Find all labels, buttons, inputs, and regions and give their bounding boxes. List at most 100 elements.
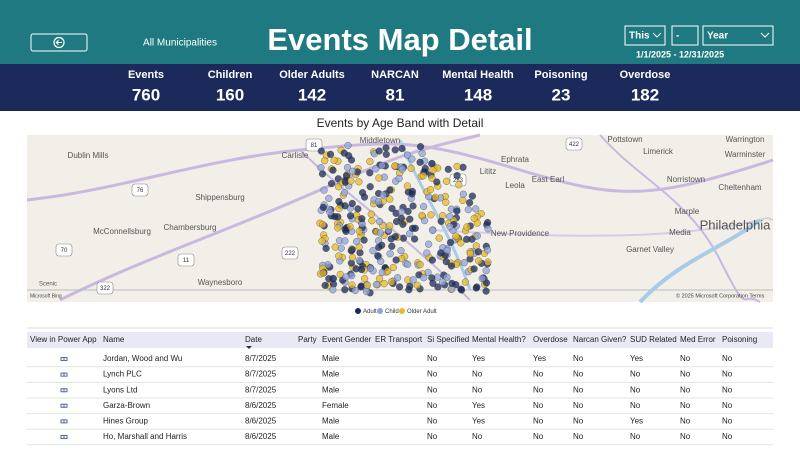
event-dot[interactable] (410, 203, 417, 210)
event-dot[interactable] (449, 280, 456, 287)
event-dot[interactable] (392, 147, 399, 154)
power-app-link[interactable] (61, 420, 67, 423)
event-dot[interactable] (414, 282, 421, 289)
event-dot[interactable] (318, 164, 325, 171)
event-dot[interactable] (367, 183, 374, 190)
event-dot[interactable] (335, 253, 342, 260)
event-dot[interactable] (366, 169, 373, 176)
event-dot[interactable] (463, 236, 470, 243)
event-dot[interactable] (336, 205, 343, 212)
event-dot[interactable] (471, 215, 478, 222)
event-dot[interactable] (462, 279, 469, 286)
event-dot[interactable] (408, 165, 415, 172)
event-dot[interactable] (373, 281, 380, 288)
event-dot[interactable] (396, 284, 403, 291)
event-dot[interactable] (356, 257, 363, 264)
event-dot[interactable] (348, 178, 355, 185)
event-dot[interactable] (367, 158, 374, 165)
event-dot[interactable] (399, 145, 406, 152)
event-dot[interactable] (341, 189, 348, 196)
event-dot[interactable] (377, 230, 384, 237)
event-dot[interactable] (361, 194, 368, 201)
event-dot[interactable] (453, 233, 460, 240)
event-dot[interactable] (405, 208, 412, 215)
event-dot[interactable] (473, 285, 480, 292)
event-dot[interactable] (349, 282, 356, 289)
event-dot[interactable] (379, 162, 386, 169)
event-dot[interactable] (358, 266, 365, 273)
event-dot[interactable] (443, 178, 450, 185)
event-dot[interactable] (444, 247, 451, 254)
power-app-link[interactable] (61, 373, 67, 376)
event-dot[interactable] (447, 239, 454, 246)
event-dot[interactable] (439, 279, 446, 286)
event-dot[interactable] (429, 160, 436, 167)
event-dot[interactable] (329, 286, 336, 293)
event-dot[interactable] (410, 276, 417, 283)
event-dot[interactable] (399, 166, 406, 173)
event-dot[interactable] (321, 187, 328, 194)
event-dot[interactable] (466, 199, 473, 206)
event-dot[interactable] (353, 238, 360, 245)
power-app-link[interactable] (61, 389, 67, 392)
event-dot[interactable] (388, 279, 395, 286)
event-dot[interactable] (458, 286, 465, 293)
event-dot[interactable] (459, 197, 466, 204)
event-dot[interactable] (386, 223, 393, 230)
event-dot[interactable] (363, 288, 370, 295)
event-dot[interactable] (400, 235, 407, 242)
event-dot[interactable] (411, 236, 418, 243)
event-dot[interactable] (370, 247, 377, 254)
event-dot[interactable] (383, 145, 390, 152)
event-dot[interactable] (375, 198, 382, 205)
event-dot[interactable] (341, 150, 348, 157)
power-app-link[interactable] (61, 436, 67, 439)
event-dot[interactable] (381, 280, 388, 287)
event-dot[interactable] (387, 187, 394, 194)
event-dot[interactable] (341, 286, 348, 293)
event-dot[interactable] (454, 208, 461, 215)
event-dot[interactable] (361, 237, 368, 244)
event-dot[interactable] (349, 200, 356, 207)
event-dot[interactable] (332, 244, 339, 251)
event-dot[interactable] (484, 247, 491, 254)
event-dot[interactable] (404, 183, 411, 190)
event-dot[interactable] (374, 252, 381, 259)
event-dot[interactable] (376, 275, 383, 282)
event-dot[interactable] (417, 143, 424, 150)
event-dot[interactable] (432, 194, 439, 201)
event-dot[interactable] (428, 275, 435, 282)
event-dot[interactable] (479, 275, 486, 282)
event-dot[interactable] (330, 167, 337, 174)
event-dot[interactable] (483, 288, 490, 295)
event-dot[interactable] (428, 212, 435, 219)
event-dot[interactable] (471, 266, 478, 273)
event-dot[interactable] (367, 265, 374, 272)
event-dot[interactable] (420, 203, 427, 210)
event-dot[interactable] (398, 247, 405, 254)
event-dot[interactable] (469, 193, 476, 200)
event-dot[interactable] (349, 254, 356, 261)
event-dot[interactable] (338, 245, 345, 252)
event-dot[interactable] (485, 259, 492, 266)
event-dot[interactable] (361, 275, 368, 282)
event-dot[interactable] (328, 180, 335, 187)
event-dot[interactable] (445, 166, 452, 173)
event-dot[interactable] (447, 223, 454, 230)
event-dot[interactable] (356, 178, 363, 185)
event-dot[interactable] (342, 238, 349, 245)
event-dot[interactable] (325, 195, 332, 202)
event-dot[interactable] (327, 151, 334, 158)
event-dot[interactable] (409, 225, 416, 232)
event-dot[interactable] (472, 206, 479, 213)
event-dot[interactable] (465, 206, 472, 213)
event-dot[interactable] (448, 263, 455, 270)
event-dot[interactable] (372, 165, 379, 172)
event-dot[interactable] (336, 198, 343, 205)
event-dot[interactable] (349, 168, 356, 175)
event-dot[interactable] (460, 164, 467, 171)
event-dot[interactable] (325, 275, 332, 282)
power-app-link[interactable] (61, 358, 67, 361)
event-dot[interactable] (423, 250, 430, 257)
event-dot[interactable] (446, 213, 453, 220)
